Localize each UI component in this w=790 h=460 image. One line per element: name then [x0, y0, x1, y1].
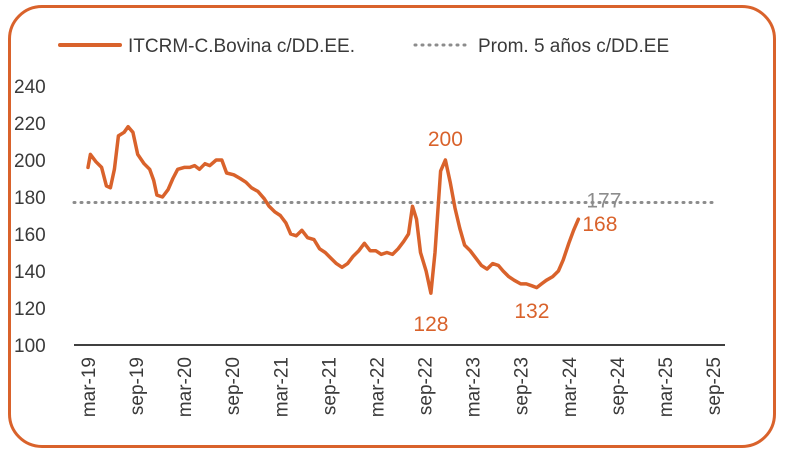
- y-tick-label: 180: [14, 188, 46, 209]
- y-tick-label: 140: [14, 262, 46, 283]
- x-tick-label: mar-19: [79, 357, 100, 417]
- annotation-label: 132: [514, 300, 549, 323]
- x-tick-label: mar-20: [175, 357, 196, 417]
- x-tick-label: mar-25: [656, 357, 677, 417]
- x-tick-label: sep-22: [416, 357, 437, 415]
- x-tick-label: mar-23: [464, 357, 485, 417]
- x-tick-label: mar-21: [271, 357, 292, 417]
- series-line-itcrm: [86, 124, 581, 295]
- x-tick-label: sep-19: [127, 357, 148, 415]
- x-tick-label: mar-22: [367, 357, 388, 417]
- y-tick-label: 100: [14, 336, 46, 357]
- y-axis: 240 220 200 180 160 140 120 100: [14, 77, 46, 357]
- x-tick-label: sep-24: [608, 357, 629, 416]
- y-tick-label: 200: [14, 151, 46, 172]
- legend-label-itcrm: ITCRM-C.Bovina c/DD.EE.: [128, 36, 355, 57]
- annotation-label: 128: [413, 313, 448, 336]
- y-tick-label: 220: [14, 114, 46, 135]
- y-tick-label: 120: [14, 299, 46, 320]
- x-tick-label: sep-23: [512, 357, 533, 415]
- x-tick-label: sep-25: [704, 357, 725, 415]
- y-tick-label: 240: [14, 77, 46, 98]
- x-tick-label: sep-21: [319, 357, 340, 415]
- legend: ITCRM-C.Bovina c/DD.EE. Prom. 5 años c/D…: [58, 36, 669, 57]
- y-tick-label: 160: [14, 225, 46, 246]
- annotation-label: 200: [428, 128, 463, 151]
- legend-label-average: Prom. 5 años c/DD.EE: [478, 36, 669, 57]
- annotation-label: 177: [586, 190, 621, 213]
- chart-frame: [8, 5, 776, 448]
- x-tick-label: mar-24: [560, 357, 581, 418]
- annotation-label: 168: [582, 213, 617, 236]
- x-tick-label: sep-20: [223, 357, 244, 415]
- x-axis: mar-19 sep-19 mar-20 sep-20 mar-21 sep-21 mar-…: [74, 344, 725, 418]
- plot-area: [72, 124, 715, 295]
